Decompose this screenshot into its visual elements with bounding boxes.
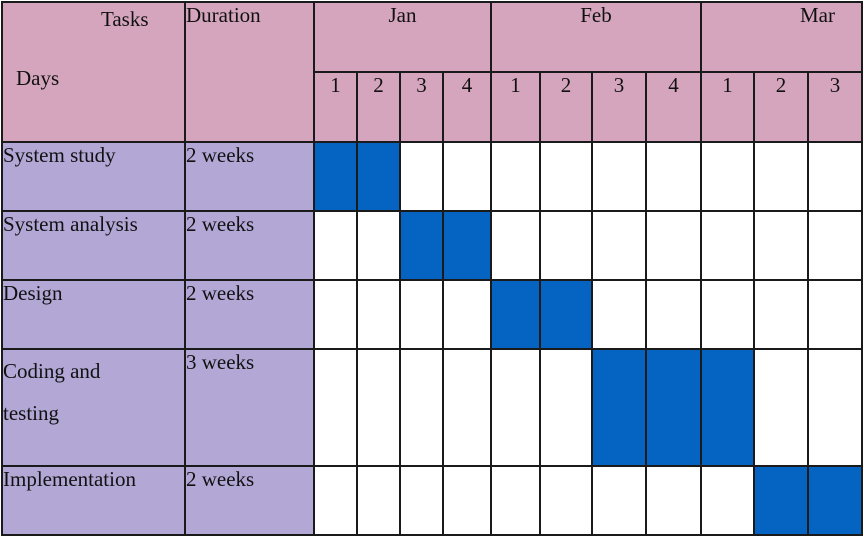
task-duration: 3 weeks [184,348,315,467]
week-cell [442,348,492,467]
week-cell [356,279,401,350]
header-row-months: Tasks Days Duration Jan Feb Mar [1,1,863,143]
task-row: Design 2 weeks [1,279,863,350]
week-cell [591,210,647,281]
week-cell [807,279,863,350]
scheduled-week-bar [313,141,358,212]
task-name: Coding and testing [1,348,186,467]
week-header: 4 [645,71,702,143]
week-cell [313,465,358,536]
scheduled-week-bar [645,348,702,467]
task-row: Implementation 2 weeks [1,465,863,536]
task-row: System study 2 weeks [1,141,863,212]
task-duration: 2 weeks [184,465,315,536]
week-header: 2 [356,71,401,143]
week-cell [753,279,809,350]
week-cell [700,210,755,281]
week-header: 2 [753,71,809,143]
task-row: System analysis 2 weeks [1,210,863,281]
month-header-jan: Jan [313,1,492,73]
duration-header-label: Duration [184,1,315,143]
task-name: Implementation [1,465,186,536]
week-cell [753,348,809,467]
task-name: Design [1,279,186,350]
scheduled-week-bar [399,210,444,281]
week-cell [490,210,541,281]
scheduled-week-bar [591,348,647,467]
week-cell [591,465,647,536]
week-cell [807,141,863,212]
week-cell [645,465,702,536]
week-header: 2 [539,71,593,143]
scheduled-week-bar [700,348,755,467]
header-row-weeks: 1 2 3 4 1 2 3 4 1 2 3 [2,71,863,143]
week-cell [442,279,492,350]
week-cell [356,465,401,536]
scheduled-week-bar [753,465,809,536]
corner-header-cell: Tasks Days [1,1,186,143]
scheduled-week-bar [539,279,593,350]
week-header: 3 [591,71,647,143]
week-cell [490,348,541,467]
task-row: Coding and testing 3 weeks [1,348,863,467]
task-duration: 2 weeks [184,279,315,350]
week-cell [442,141,492,212]
task-name-line: testing [3,401,59,425]
week-cell [399,465,444,536]
days-header-label: Days [16,66,60,90]
week-cell [700,465,755,536]
week-cell [539,465,593,536]
week-cell [539,348,593,467]
week-header: 1 [700,71,755,143]
week-cell [490,141,541,212]
week-cell [807,210,863,281]
tasks-header-label: Tasks [101,7,149,31]
scheduled-week-bar [807,465,863,536]
scheduled-week-bar [442,210,492,281]
task-name-line: Coding and [3,359,101,383]
week-cell [442,465,492,536]
week-cell [313,210,358,281]
week-cell [645,141,702,212]
month-header-feb: Feb [490,1,702,73]
week-cell [645,279,702,350]
week-cell [356,348,401,467]
week-cell [591,279,647,350]
week-cell [313,279,358,350]
week-cell [399,141,444,212]
week-cell [356,210,401,281]
week-cell [591,141,647,212]
week-cell [539,210,593,281]
week-cell [490,465,541,536]
week-header: 3 [399,71,444,143]
week-cell [313,348,358,467]
scheduled-week-bar [490,279,541,350]
month-header-mar: Mar [700,1,863,73]
week-cell [399,348,444,467]
task-name: System study [1,141,186,212]
week-cell [753,141,809,212]
week-header: 3 [807,71,863,143]
week-cell [539,141,593,212]
week-cell [753,210,809,281]
week-header: 1 [313,71,358,143]
task-duration: 2 weeks [184,210,315,281]
week-cell [645,210,702,281]
week-cell [807,348,863,467]
week-header: 4 [442,71,492,143]
gantt-table: Tasks Days Duration Jan Feb Mar 1 2 3 4 … [1,1,863,536]
week-cell [700,141,755,212]
week-cell [399,279,444,350]
week-cell [700,279,755,350]
task-name: System analysis [1,210,186,281]
week-header: 1 [490,71,541,143]
scheduled-week-bar [356,141,401,212]
task-duration: 2 weeks [184,141,315,212]
